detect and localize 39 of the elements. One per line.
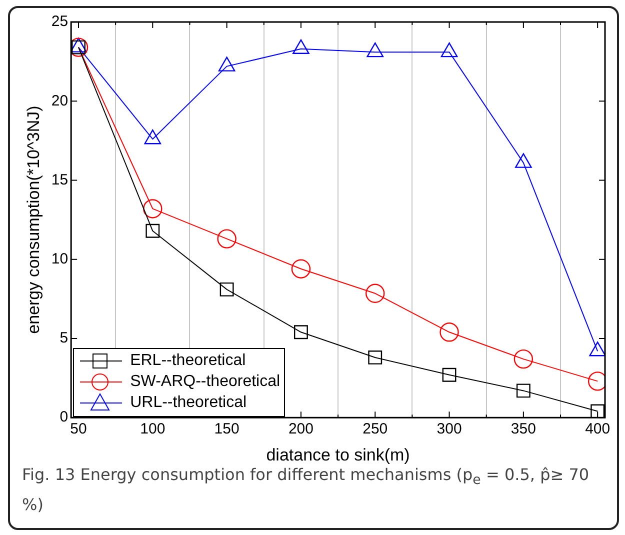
point [220,282,234,296]
point [294,325,308,340]
x-tick-label: 100 [140,420,166,438]
x-tick-label: 400 [585,420,610,438]
text: Fig. 13 Energy consumption for different mechanisms (p$_{e}$ = 0.5, p̂≥ 70 %) [22,465,590,514]
point [516,384,530,398]
point [146,224,160,238]
x-tick-label: 300 [436,420,462,438]
point [514,349,534,369]
point [217,229,236,248]
x-tick-label: 150 [214,420,240,438]
y-tick-label: 20 [51,92,68,110]
point [440,322,459,342]
x-axis-title: diatance to sink(m) [266,445,410,464]
point [440,42,458,58]
point [368,350,382,364]
x-tick-label: 200 [288,420,314,438]
x-tick-label: 350 [510,420,536,438]
point [515,153,532,168]
point [291,259,311,278]
point [442,368,456,382]
point [144,130,162,144]
point [218,56,236,72]
y-tick-label: 15 [51,171,68,188]
legend-label: SW-ARQ--theoretical [130,373,280,392]
x-tick-label: 250 [362,420,388,438]
point [366,284,385,303]
x-tick-label: 50 [70,420,87,438]
point [590,404,605,418]
point [366,42,384,58]
y-tick-label: 25 [51,13,68,30]
point [292,39,310,54]
point [143,199,162,218]
y-axis-title: energy consumption(*10^3NJ) [24,106,43,334]
y-tick-label: 5 [60,330,68,347]
y-tick-label: 10 [51,250,68,268]
legend-label: ERL--theoretical [130,352,246,370]
legend-label: URL--theoretical [130,394,247,412]
y-tick-label: 0 [60,408,68,426]
